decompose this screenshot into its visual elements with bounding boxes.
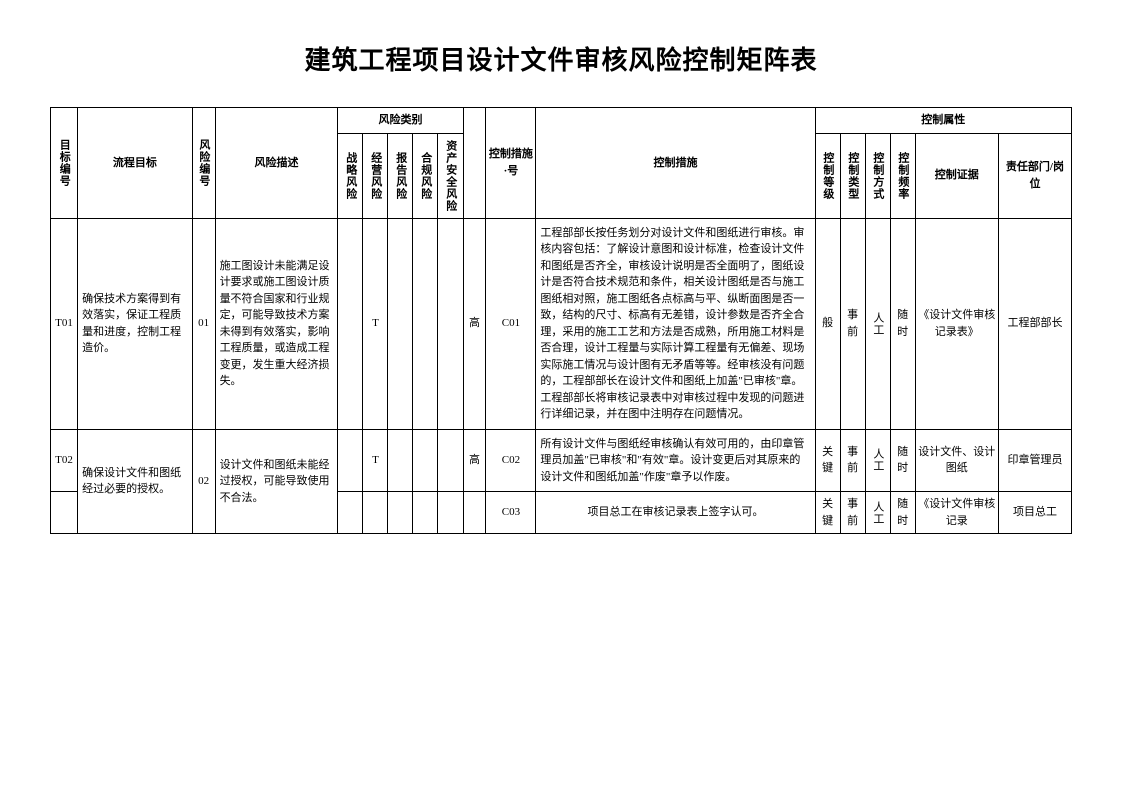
cell-dept: 工程部部长 [998,218,1071,429]
cell-rc-strategic [338,218,363,429]
cell-rc-asset [438,218,463,429]
cell-ctrl-freq: 随时 [890,429,915,492]
cell-risk-level: 高 [463,429,486,492]
th-ctrl-attr: 控制属性 [815,108,1071,134]
th-dept: 责任部门/岗位 [998,133,1071,218]
cell-rc-strategic [338,492,363,534]
cell-risk-no: 01 [192,218,215,429]
cell-rc-compliance [413,429,438,492]
th-measure: 控制措施 [536,108,815,219]
cell-evidence: 《设计文件审核记录表》 [915,218,998,429]
cell-ctrl-type: 事前 [840,429,865,492]
cell-risk-no: 02 [192,429,215,534]
cell-rc-operation [363,492,388,534]
cell-rc-operation: T [363,218,388,429]
cell-rc-operation: T [363,429,388,492]
cell-rc-report [388,492,413,534]
th-target-no: 目标编号 [51,108,78,219]
cell-risk-desc: 施工图设计未能满足设计要求或施工图设计质量不符合国家和行业规定，可能导致技术方案… [215,218,338,429]
table-row: T01 确保技术方案得到有效落实，保证工程质量和进度，控制工程造价。 01 施工… [51,218,1072,429]
cell-rc-compliance [413,218,438,429]
risk-control-matrix-table: 目标编号 流程目标 风险编号 风险描述 风险类别 控制措施·号 控制措施 控制属… [50,107,1072,534]
th-ctrl-method: 控制方式 [865,133,890,218]
cell-ctrl-freq: 随时 [890,218,915,429]
cell-ctrl-level: 关键 [815,492,840,534]
cell-measure-no: C01 [486,218,536,429]
cell-ctrl-method: 人工 [865,218,890,429]
th-measure-no: 控制措施·号 [486,108,536,219]
cell-rc-asset [438,492,463,534]
cell-dept: 印章管理员 [998,429,1071,492]
cell-target-no [51,492,78,534]
cell-measure-no: C02 [486,429,536,492]
cell-rc-compliance [413,492,438,534]
cell-risk-level: 高 [463,218,486,429]
cell-measure: 项目总工在审核记录表上签字认可。 [536,492,815,534]
cell-risk-desc: 设计文件和图纸未能经过授权，可能导致使用不合法。 [215,429,338,534]
cell-measure: 工程部部长按任务划分对设计文件和图纸进行审核。审核内容包括：了解设计意图和设计标… [536,218,815,429]
cell-target-no: T01 [51,218,78,429]
th-asset-risk: 资产安全风险 [438,133,463,218]
cell-ctrl-method: 人工 [865,429,890,492]
cell-ctrl-type: 事前 [840,492,865,534]
table-row: T02 确保设计文件和图纸经过必要的授权。 02 设计文件和图纸未能经过授权，可… [51,429,1072,492]
th-compliance-risk: 合规风险 [413,133,438,218]
th-operation-risk: 经营风险 [363,133,388,218]
th-risk-desc: 风险描述 [215,108,338,219]
cell-process-target: 确保设计文件和图纸经过必要的授权。 [78,429,193,534]
cell-ctrl-method: 人工 [865,492,890,534]
th-risk-level [463,108,486,219]
th-ctrl-freq: 控制频率 [890,133,915,218]
th-report-risk: 报告风险 [388,133,413,218]
th-risk-no: 风险编号 [192,108,215,219]
cell-ctrl-freq: 随时 [890,492,915,534]
th-evidence: 控制证据 [915,133,998,218]
cell-measure: 所有设计文件与图纸经审核确认有效可用的，由印章管理员加盖"已审核"和"有效"章。… [536,429,815,492]
th-ctrl-level: 控制等级 [815,133,840,218]
th-process-target: 流程目标 [78,108,193,219]
th-ctrl-type: 控制类型 [840,133,865,218]
cell-target-no: T02 [51,429,78,492]
document-title: 建筑工程项目设计文件审核风险控制矩阵表 [50,40,1072,77]
cell-risk-level [463,492,486,534]
th-strategic-risk: 战略风险 [338,133,363,218]
cell-rc-report [388,218,413,429]
cell-evidence: 设计文件、设计图纸 [915,429,998,492]
cell-ctrl-level: 般 [815,218,840,429]
cell-rc-report [388,429,413,492]
cell-ctrl-type: 事前 [840,218,865,429]
cell-evidence: 《设计文件审核记录 [915,492,998,534]
cell-rc-strategic [338,429,363,492]
cell-measure-no: C03 [486,492,536,534]
th-risk-category: 风险类别 [338,108,463,134]
cell-dept: 项目总工 [998,492,1071,534]
header-row-1: 目标编号 流程目标 风险编号 风险描述 风险类别 控制措施·号 控制措施 控制属… [51,108,1072,134]
cell-process-target: 确保技术方案得到有效落实，保证工程质量和进度，控制工程造价。 [78,218,193,429]
cell-ctrl-level: 关键 [815,429,840,492]
cell-rc-asset [438,429,463,492]
